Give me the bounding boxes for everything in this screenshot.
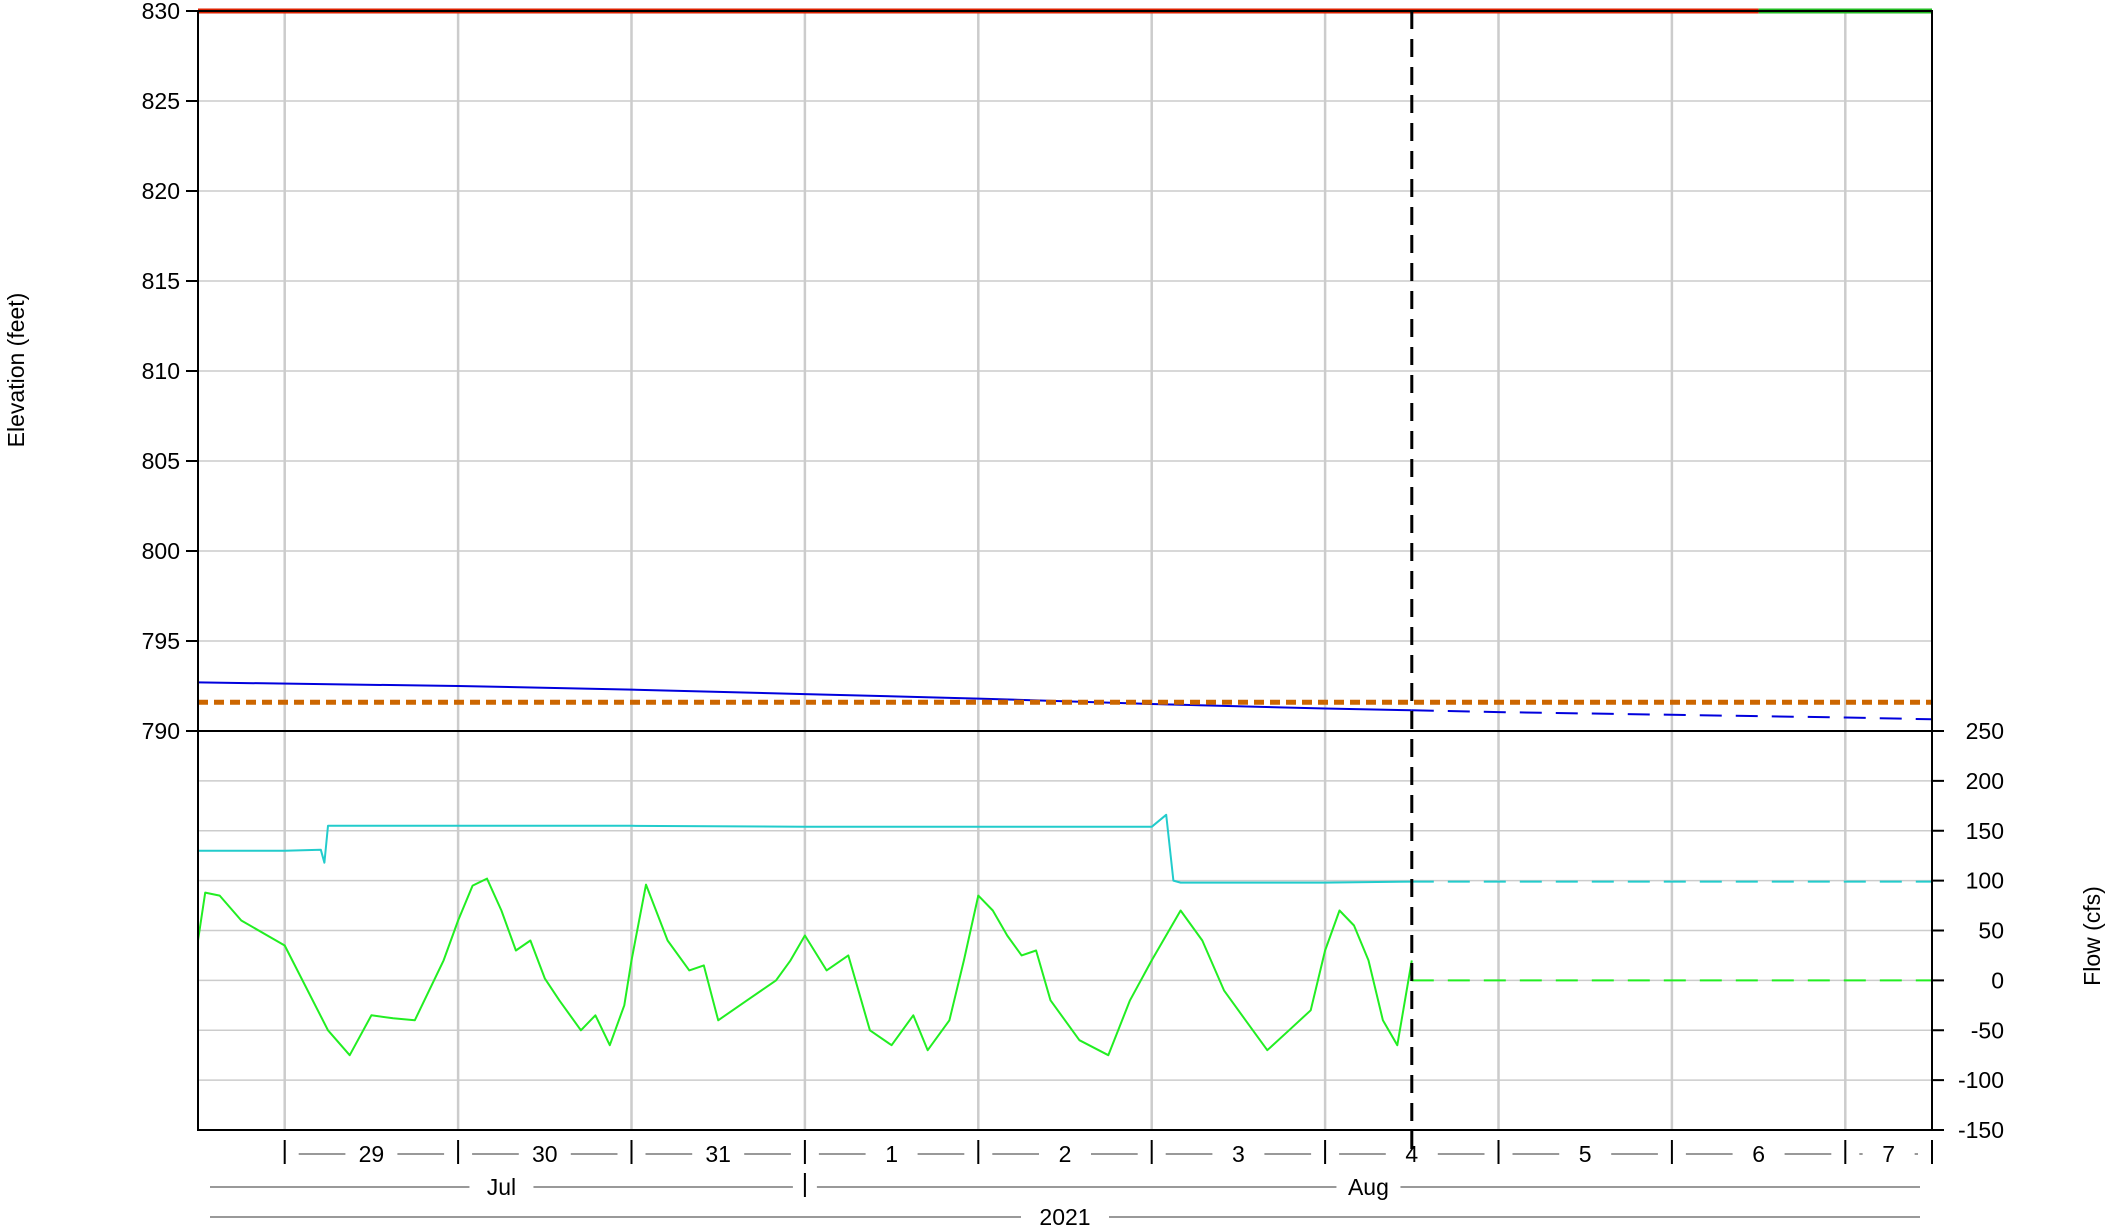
elevation-axis: 790 795 800 805 810 815 820 825 830 [142,0,198,744]
day-label: 6 [1752,1141,1765,1167]
day-label: 30 [532,1141,558,1167]
month-label: Jul [487,1174,516,1200]
elevation-tick-label: 825 [142,88,180,114]
flow-tick-label: -150 [1958,1117,2004,1143]
flow-tick-label: -100 [1958,1067,2004,1093]
day-label: 29 [359,1141,385,1167]
elevation-series-line [1411,709,1933,721]
day-label: 1 [885,1141,898,1167]
date-axis: 29 30 31 1 2 3 4 5 6 7 Jul Aug 2021 [210,1140,1933,1229]
flow-series-line [198,813,1412,884]
flow-axis-title: Flow (cfs) [2079,886,2105,986]
flow-axis: -150 -100 -50 0 50 100 150 200 250 [1932,718,2004,1143]
elevation-tick-label: 795 [142,628,180,654]
day-label: 5 [1579,1141,1592,1167]
elevation-tick-label: 820 [142,178,180,204]
elevation-tick-label: 805 [142,448,180,474]
day-label: 4 [1405,1141,1418,1167]
day-label: 2 [1059,1141,1072,1167]
flow-tick-label: 0 [1991,967,2004,993]
flow-tick-label: 150 [1966,818,2004,844]
elevation-tick-label: 800 [142,538,180,564]
flow-tick-label: 100 [1966,868,2004,894]
flow-tick-label: 250 [1966,718,2004,744]
flow-tick-label: 50 [1978,918,2004,944]
year-label: 2021 [1039,1204,1090,1229]
month-label: Aug [1348,1174,1389,1200]
flow-series-line [197,877,1413,1057]
elevation-tick-label: 815 [142,268,180,294]
day-label: 31 [705,1141,731,1167]
flow-tick-label: -50 [1971,1017,2004,1043]
elevation-series-line [197,681,1412,712]
flow-tick-label: 200 [1966,768,2004,794]
day-label: 7 [1882,1141,1895,1167]
elevation-axis-title: Elevation (feet) [3,293,29,448]
grid-layer [198,10,1932,1131]
day-label: 3 [1232,1141,1245,1167]
elevation-tick-label: 810 [142,358,180,384]
elevation-tick-label: 790 [142,718,180,744]
elevation-tick-label: 830 [142,0,180,24]
